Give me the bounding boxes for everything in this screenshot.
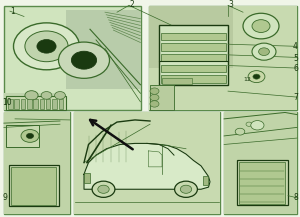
Bar — [84, 173, 90, 183]
Circle shape — [26, 133, 34, 138]
Circle shape — [252, 20, 270, 33]
Circle shape — [14, 23, 80, 70]
Text: 1: 1 — [10, 7, 15, 16]
Circle shape — [58, 42, 110, 78]
Bar — [4, 93, 64, 110]
Text: 7: 7 — [293, 93, 298, 102]
Text: 2: 2 — [129, 0, 134, 9]
Bar — [14, 99, 19, 109]
Circle shape — [41, 92, 52, 99]
Text: 8: 8 — [293, 193, 298, 202]
Bar — [203, 176, 208, 185]
Bar — [159, 25, 228, 85]
Bar — [149, 6, 297, 110]
Circle shape — [150, 88, 159, 94]
Text: 9: 9 — [2, 193, 7, 202]
Bar — [239, 162, 285, 204]
Bar — [40, 99, 44, 109]
Bar — [224, 112, 297, 214]
Bar — [4, 112, 70, 214]
Circle shape — [150, 94, 159, 101]
Polygon shape — [84, 143, 210, 189]
Bar — [149, 6, 297, 110]
Bar — [33, 99, 38, 109]
Circle shape — [235, 128, 245, 135]
Bar — [74, 112, 220, 214]
Circle shape — [251, 121, 264, 130]
Bar — [160, 54, 226, 61]
Bar — [6, 125, 39, 147]
Bar — [46, 99, 50, 109]
Circle shape — [253, 74, 260, 79]
Circle shape — [21, 130, 39, 142]
Circle shape — [248, 71, 265, 83]
Bar — [21, 99, 25, 109]
Text: 5: 5 — [293, 54, 298, 62]
Bar — [160, 33, 226, 40]
Circle shape — [175, 181, 197, 197]
Text: 4: 4 — [293, 42, 298, 51]
Circle shape — [259, 48, 269, 56]
Circle shape — [55, 92, 65, 99]
Circle shape — [98, 185, 109, 193]
Bar — [224, 112, 297, 214]
Text: 3: 3 — [228, 0, 233, 9]
Bar — [52, 99, 57, 109]
Bar — [160, 43, 226, 51]
Circle shape — [25, 91, 38, 100]
Bar — [8, 99, 13, 109]
Bar — [150, 85, 174, 110]
Bar — [237, 160, 288, 205]
Text: 12: 12 — [243, 77, 251, 82]
Bar — [27, 99, 32, 109]
Circle shape — [71, 51, 97, 69]
Bar — [58, 99, 63, 109]
Circle shape — [37, 39, 56, 53]
Bar — [11, 167, 56, 205]
Circle shape — [246, 122, 252, 126]
Text: 6: 6 — [293, 64, 298, 73]
Circle shape — [150, 101, 159, 107]
Circle shape — [92, 181, 115, 197]
Circle shape — [180, 185, 192, 193]
Bar — [9, 165, 58, 206]
Bar — [4, 112, 70, 214]
Bar — [162, 78, 192, 84]
Circle shape — [243, 13, 279, 39]
Bar — [4, 6, 141, 110]
Text: 10: 10 — [2, 98, 12, 107]
Bar — [160, 65, 226, 72]
Bar — [160, 75, 226, 83]
Bar — [149, 6, 233, 68]
Circle shape — [252, 43, 276, 60]
Bar — [6, 97, 66, 110]
Circle shape — [25, 31, 68, 62]
Bar — [74, 112, 220, 214]
Bar — [66, 10, 141, 89]
